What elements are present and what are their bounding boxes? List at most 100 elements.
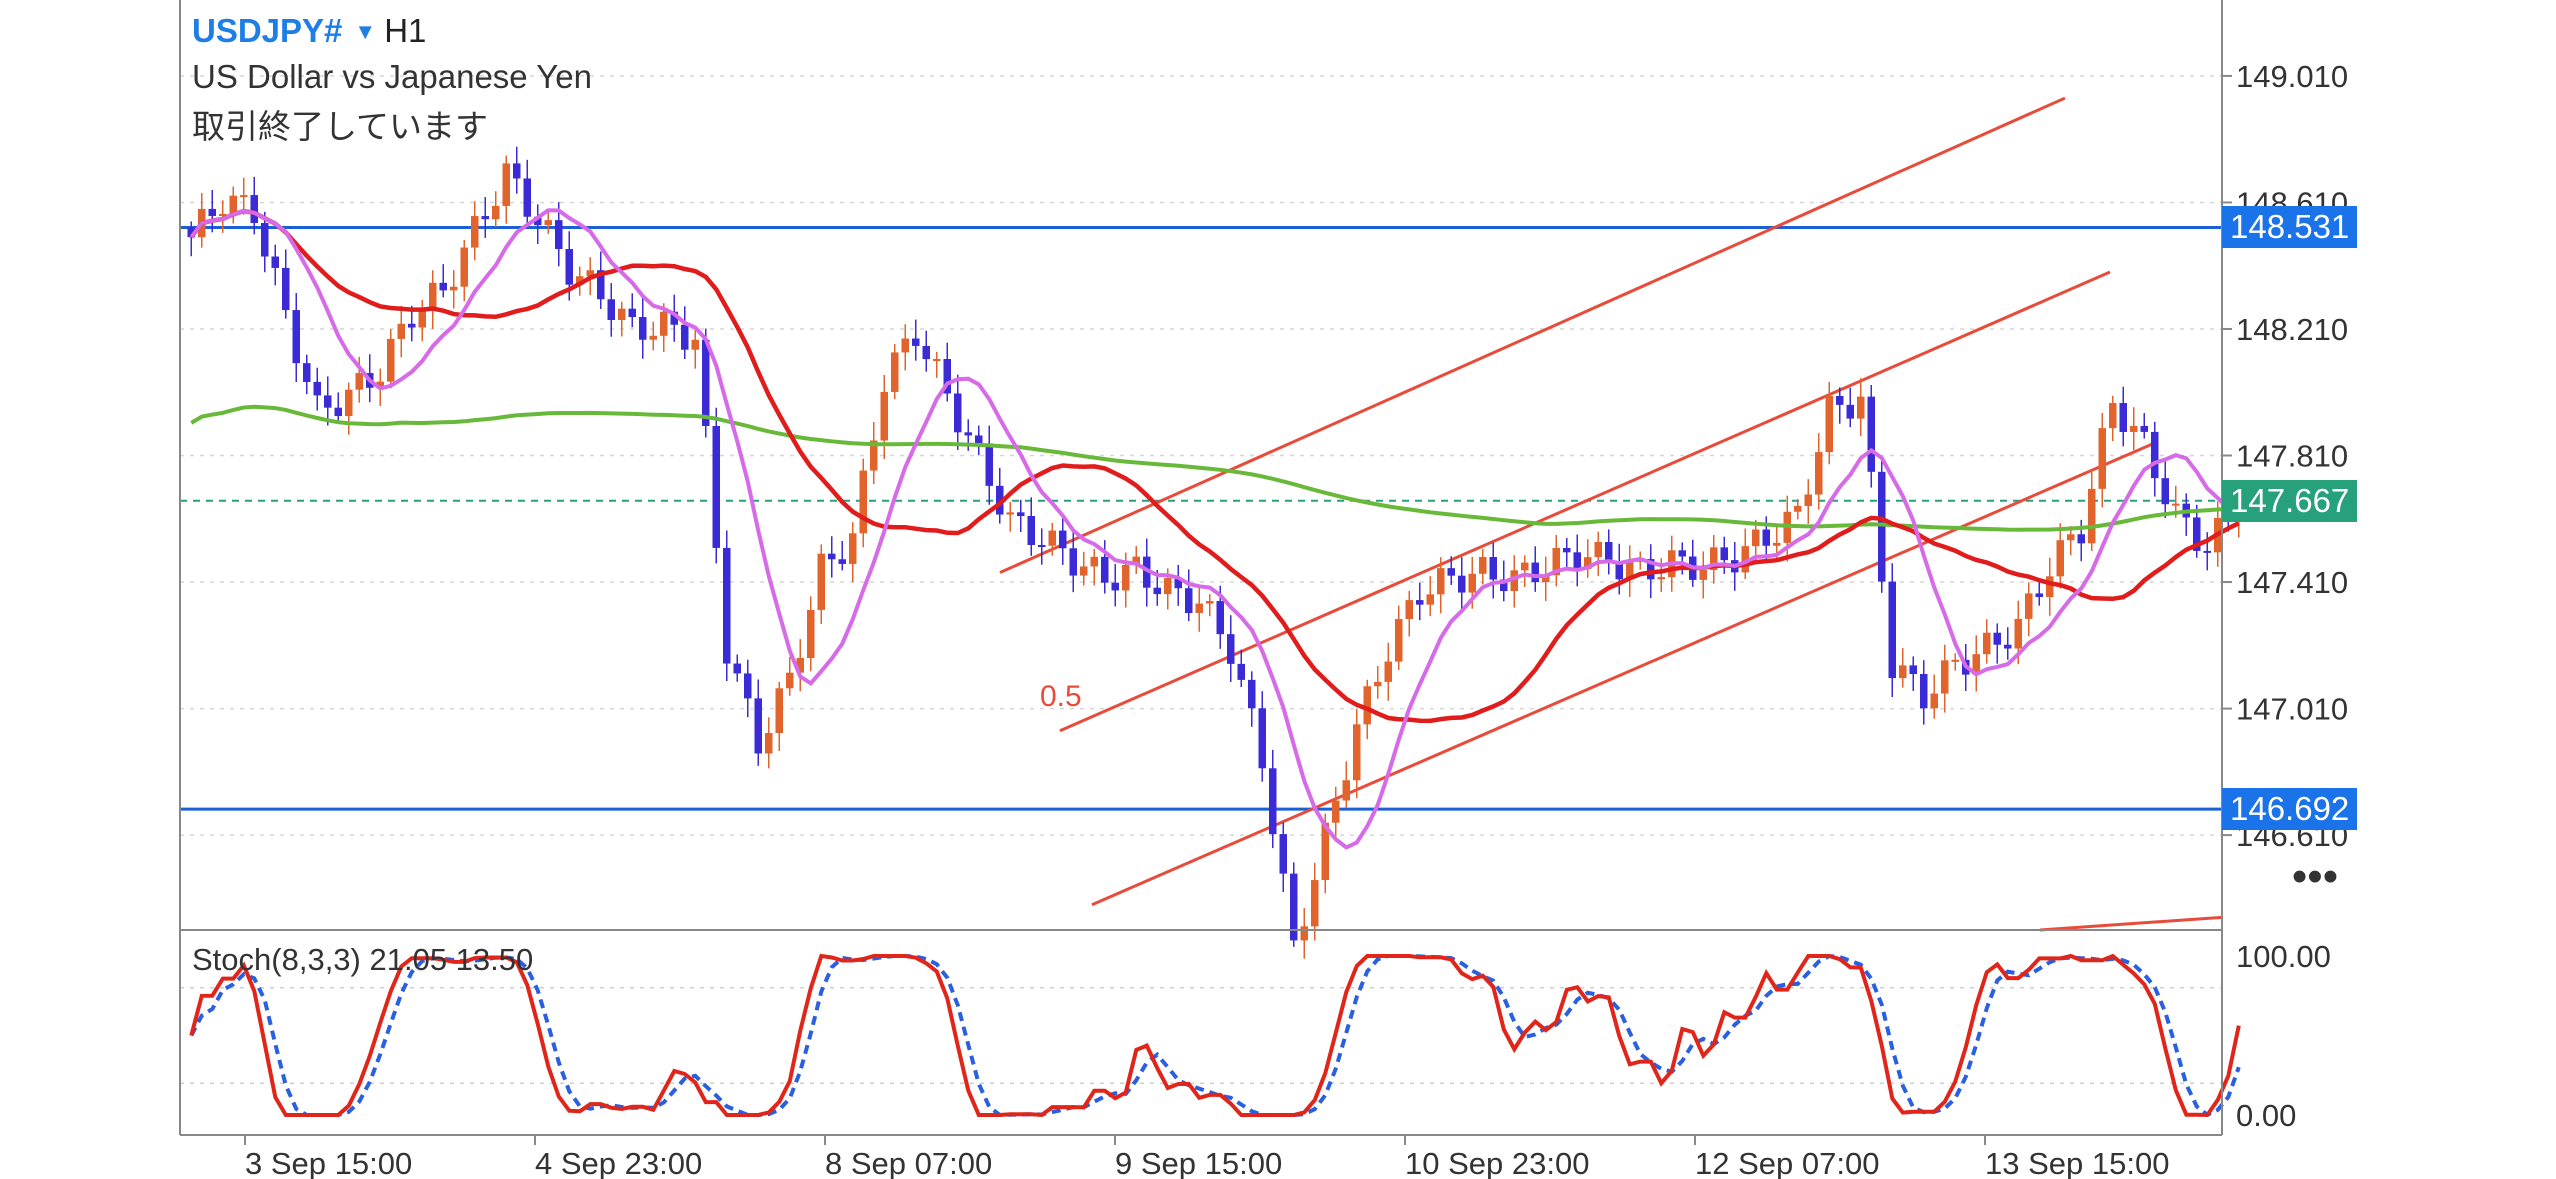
bear-candle xyxy=(2193,517,2201,551)
bear-candle xyxy=(2077,534,2085,544)
bear-candle xyxy=(1185,588,1193,614)
ma-fast-line xyxy=(189,208,2241,850)
bull-candle xyxy=(1363,686,1371,725)
bear-candle xyxy=(439,282,447,291)
bull-candle xyxy=(1626,561,1634,580)
bear-candle xyxy=(2161,478,2169,505)
bull-candle xyxy=(502,163,510,206)
bull-candle xyxy=(1941,660,1949,694)
bear-candle xyxy=(712,426,720,548)
bull-candle xyxy=(1384,661,1392,682)
bear-candle xyxy=(985,443,993,486)
ma-slow-line xyxy=(190,404,2239,532)
bull-candle xyxy=(1426,594,1434,605)
bear-candle xyxy=(313,381,321,396)
bear-candle xyxy=(1227,634,1235,664)
bull-candle xyxy=(1899,665,1907,679)
time-tick-label: 12 Sep 07:00 xyxy=(1695,1146,1879,1179)
bull-candle xyxy=(849,533,857,564)
moving-averages xyxy=(189,208,2241,850)
bear-candle xyxy=(670,311,678,325)
bull-candle xyxy=(807,609,815,658)
bull-candle xyxy=(1122,564,1130,591)
bull-candle xyxy=(870,440,878,471)
stochastic-panel: 100.00 0.00 xyxy=(180,939,2331,1133)
bear-candle xyxy=(1846,404,1854,419)
bear-candle xyxy=(1017,512,1025,516)
bull-candle xyxy=(1374,681,1382,687)
bull-candle xyxy=(660,311,668,336)
bear-candle xyxy=(681,324,689,350)
price-tick-label: 147.010 xyxy=(2236,692,2348,727)
bear-candle xyxy=(1143,556,1151,588)
time-tick-label: 13 Sep 15:00 xyxy=(1985,1146,2169,1179)
price-tick-label: 148.210 xyxy=(2236,312,2348,347)
stoch-indicator-label[interactable]: Stoch(8,3,3) 21.05 13.50 xyxy=(192,942,534,977)
bull-candle xyxy=(1090,556,1098,567)
bull-candle xyxy=(429,282,437,311)
bull-candle xyxy=(891,352,899,392)
bull-candle xyxy=(618,308,626,320)
time-tick-label: 4 Sep 23:00 xyxy=(535,1146,702,1179)
market-status: 取引終了しています xyxy=(192,108,489,145)
bull-candle xyxy=(376,381,384,388)
bull-candle xyxy=(1405,600,1413,620)
channel-extension-line xyxy=(2039,915,2223,932)
bull-candle xyxy=(765,733,773,754)
ma-mid-line xyxy=(189,208,2240,724)
bear-candle xyxy=(1279,834,1287,874)
stoch-axis-label: 0.00 xyxy=(2236,1098,2296,1133)
bull-candle xyxy=(1594,541,1602,558)
bull-candle xyxy=(1164,578,1172,595)
bear-candle xyxy=(208,208,216,216)
bear-candle xyxy=(912,338,920,346)
current-price-tag: 147.667 xyxy=(2222,479,2358,522)
bull-candle xyxy=(544,220,552,226)
bear-candle xyxy=(292,310,300,364)
stoch-axis-label: 100.00 xyxy=(2236,939,2331,974)
resistance-price-tag: 148.531 xyxy=(2222,206,2358,249)
bull-candle xyxy=(240,195,248,198)
bear-candle xyxy=(1909,665,1917,675)
symbol-selector[interactable]: USDJPY# ▼ H1 xyxy=(192,12,426,50)
bear-candle xyxy=(1615,562,1623,580)
bear-candle xyxy=(1888,581,1896,679)
bull-candle xyxy=(859,470,867,534)
timeframe-label[interactable]: H1 xyxy=(384,12,427,49)
bull-candle xyxy=(1741,546,1749,573)
bear-candle xyxy=(922,345,930,360)
bull-candle xyxy=(1468,573,1476,593)
bull-candle xyxy=(2130,425,2138,432)
bull-candle xyxy=(1195,603,1203,614)
bull-candle xyxy=(1794,506,1802,512)
more-options-button[interactable]: ••• xyxy=(2291,852,2339,901)
symbol-description: US Dollar vs Japanese Yen xyxy=(192,58,592,95)
bear-candle xyxy=(1258,708,1266,769)
channel-middle-line xyxy=(1059,270,2111,733)
bull-candle xyxy=(460,247,468,287)
fib-annotation: 0.5 xyxy=(1040,680,1082,713)
time-tick-label: 3 Sep 15:00 xyxy=(245,1146,412,1179)
bull-candle xyxy=(2098,428,2106,489)
bear-candle xyxy=(1993,632,2001,645)
time-tick-label: 8 Sep 07:00 xyxy=(825,1146,992,1179)
stoch-signal-line xyxy=(189,953,2241,1118)
candles xyxy=(187,146,2243,959)
bear-candle xyxy=(1248,679,1256,709)
bear-candle xyxy=(523,178,531,217)
bull-candle xyxy=(817,553,825,610)
stoch-main-line xyxy=(189,953,2241,1118)
bear-candle xyxy=(733,663,741,674)
bull-candle xyxy=(492,205,500,220)
bear-candle xyxy=(555,220,563,250)
bull-candle xyxy=(1930,693,1938,709)
bear-candle xyxy=(607,299,615,320)
bear-candle xyxy=(1647,559,1655,580)
bear-candle xyxy=(1563,547,1571,553)
bull-candle xyxy=(1584,557,1592,569)
bear-candle xyxy=(1069,548,1077,576)
chevron-down-icon[interactable]: ▼ xyxy=(354,19,377,44)
bear-candle xyxy=(597,270,605,300)
symbol-name[interactable]: USDJPY# xyxy=(192,12,343,49)
